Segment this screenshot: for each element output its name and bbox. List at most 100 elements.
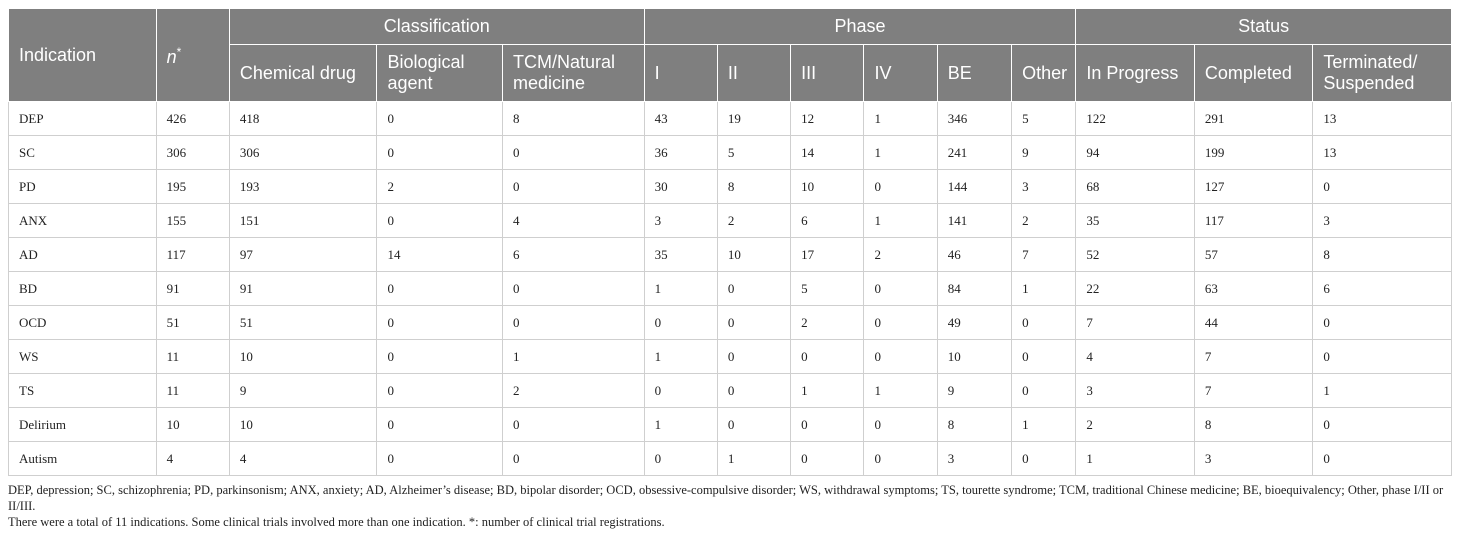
header-other: Other <box>1011 44 1077 102</box>
cell-indication: Autism <box>8 441 157 476</box>
cell-phase-ii: 2 <box>716 203 792 238</box>
cell-phase-iv: 1 <box>863 135 938 170</box>
cell-terminated-suspended: 1 <box>1312 373 1452 408</box>
cell-phase-i: 1 <box>643 339 718 374</box>
cell-in-progress: 2 <box>1075 407 1195 442</box>
cell-n: 10 <box>155 407 230 442</box>
cell-phase-i: 30 <box>643 169 718 204</box>
table-header: Indication n* Classification Phase Statu… <box>8 8 1452 102</box>
cell-phase-iv: 1 <box>863 373 938 408</box>
cell-in-progress: 68 <box>1075 169 1195 204</box>
cell-be: 3 <box>936 441 1013 476</box>
cell-terminated-suspended: 3 <box>1312 203 1452 238</box>
header-indication: Indication <box>8 8 157 102</box>
cell-terminated-suspended: 13 <box>1312 101 1452 136</box>
footnote-note: There were a total of 11 indications. So… <box>8 515 665 529</box>
cell-in-progress: 4 <box>1075 339 1195 374</box>
cell-in-progress: 1 <box>1075 441 1195 476</box>
cell-phase-ii: 19 <box>716 101 792 136</box>
cell-other: 0 <box>1011 305 1077 340</box>
cell-indication: SC <box>8 135 157 170</box>
cell-n: 4 <box>155 441 230 476</box>
cell-tcm-natural-medicine: 6 <box>501 237 645 272</box>
cell-n: 426 <box>155 101 230 136</box>
table-row: OCD 51 51 0 0 0 0 2 0 49 0 7 44 0 <box>8 305 1452 340</box>
cell-n: 51 <box>155 305 230 340</box>
cell-tcm-natural-medicine: 2 <box>501 373 645 408</box>
cell-tcm-natural-medicine: 0 <box>501 305 645 340</box>
cell-chemical-drug: 418 <box>228 101 378 136</box>
cell-biological-agent: 2 <box>376 169 503 204</box>
cell-phase-i: 3 <box>643 203 718 238</box>
cell-chemical-drug: 97 <box>228 237 378 272</box>
table-row: BD 91 91 0 0 1 0 5 0 84 1 22 63 6 <box>8 271 1452 306</box>
cell-in-progress: 22 <box>1075 271 1195 306</box>
cell-n: 195 <box>155 169 230 204</box>
cell-in-progress: 94 <box>1075 135 1195 170</box>
cell-other: 5 <box>1011 101 1077 136</box>
cell-in-progress: 122 <box>1075 101 1195 136</box>
cell-in-progress: 3 <box>1075 373 1195 408</box>
header-in-progress: In Progress <box>1075 44 1195 102</box>
header-classification: Classification <box>228 8 645 45</box>
cell-tcm-natural-medicine: 0 <box>501 271 645 306</box>
table-row: TS 11 9 0 2 0 0 1 1 9 0 3 7 1 <box>8 373 1452 408</box>
cell-phase-iv: 0 <box>863 407 938 442</box>
cell-terminated-suspended: 0 <box>1312 441 1452 476</box>
cell-other: 0 <box>1011 441 1077 476</box>
cell-terminated-suspended: 0 <box>1312 339 1452 374</box>
cell-n: 155 <box>155 203 230 238</box>
cell-phase-i: 43 <box>643 101 718 136</box>
cell-biological-agent: 0 <box>376 339 503 374</box>
group-header-row: Indication n* Classification Phase Statu… <box>8 8 1452 102</box>
cell-be: 141 <box>936 203 1013 238</box>
table-row: Autism 4 4 0 0 0 1 0 0 3 0 1 3 0 <box>8 441 1452 476</box>
cell-phase-i: 0 <box>643 441 718 476</box>
cell-chemical-drug: 91 <box>228 271 378 306</box>
cell-phase-iv: 0 <box>863 339 938 374</box>
cell-completed: 127 <box>1193 169 1314 204</box>
table-body: DEP 426 418 0 8 43 19 12 1 346 5 122 291 13 SC 306 306 0 0… <box>8 101 1452 476</box>
cell-completed: 44 <box>1193 305 1314 340</box>
header-be: BE <box>936 44 1013 102</box>
cell-phase-ii: 0 <box>716 305 792 340</box>
header-status: Status <box>1075 8 1452 45</box>
cell-phase-i: 36 <box>643 135 718 170</box>
cell-be: 84 <box>936 271 1013 306</box>
cell-be: 241 <box>936 135 1013 170</box>
cell-indication: OCD <box>8 305 157 340</box>
cell-phase-ii: 10 <box>716 237 792 272</box>
cell-indication: WS <box>8 339 157 374</box>
cell-phase-iii: 0 <box>790 407 865 442</box>
header-chemical-drug: Chemical drug <box>228 44 378 102</box>
cell-phase-i: 35 <box>643 237 718 272</box>
cell-biological-agent: 0 <box>376 271 503 306</box>
cell-chemical-drug: 193 <box>228 169 378 204</box>
cell-phase-iii: 12 <box>790 101 865 136</box>
header-phase-ii: II <box>716 44 792 102</box>
cell-completed: 291 <box>1193 101 1314 136</box>
cell-n: 91 <box>155 271 230 306</box>
cell-phase-iv: 0 <box>863 271 938 306</box>
cell-tcm-natural-medicine: 0 <box>501 441 645 476</box>
cell-phase-iv: 1 <box>863 203 938 238</box>
cell-completed: 8 <box>1193 407 1314 442</box>
cell-phase-i: 0 <box>643 373 718 408</box>
cell-chemical-drug: 10 <box>228 407 378 442</box>
cell-terminated-suspended: 0 <box>1312 169 1452 204</box>
cell-tcm-natural-medicine: 0 <box>501 407 645 442</box>
cell-indication: AD <box>8 237 157 272</box>
cell-tcm-natural-medicine: 1 <box>501 339 645 374</box>
cell-be: 144 <box>936 169 1013 204</box>
cell-n: 117 <box>155 237 230 272</box>
cell-phase-i: 1 <box>643 407 718 442</box>
cell-phase-iii: 0 <box>790 339 865 374</box>
cell-other: 2 <box>1011 203 1077 238</box>
table-footnotes: DEP, depression; SC, schizophrenia; PD, … <box>8 482 1452 530</box>
header-tcm-natural-medicine: TCM/Natural medicine <box>501 44 645 102</box>
cell-completed: 7 <box>1193 373 1314 408</box>
table-row: DEP 426 418 0 8 43 19 12 1 346 5 122 291 13 <box>8 101 1452 136</box>
cell-phase-ii: 1 <box>716 441 792 476</box>
cell-phase-iii: 10 <box>790 169 865 204</box>
cell-phase-i: 0 <box>643 305 718 340</box>
